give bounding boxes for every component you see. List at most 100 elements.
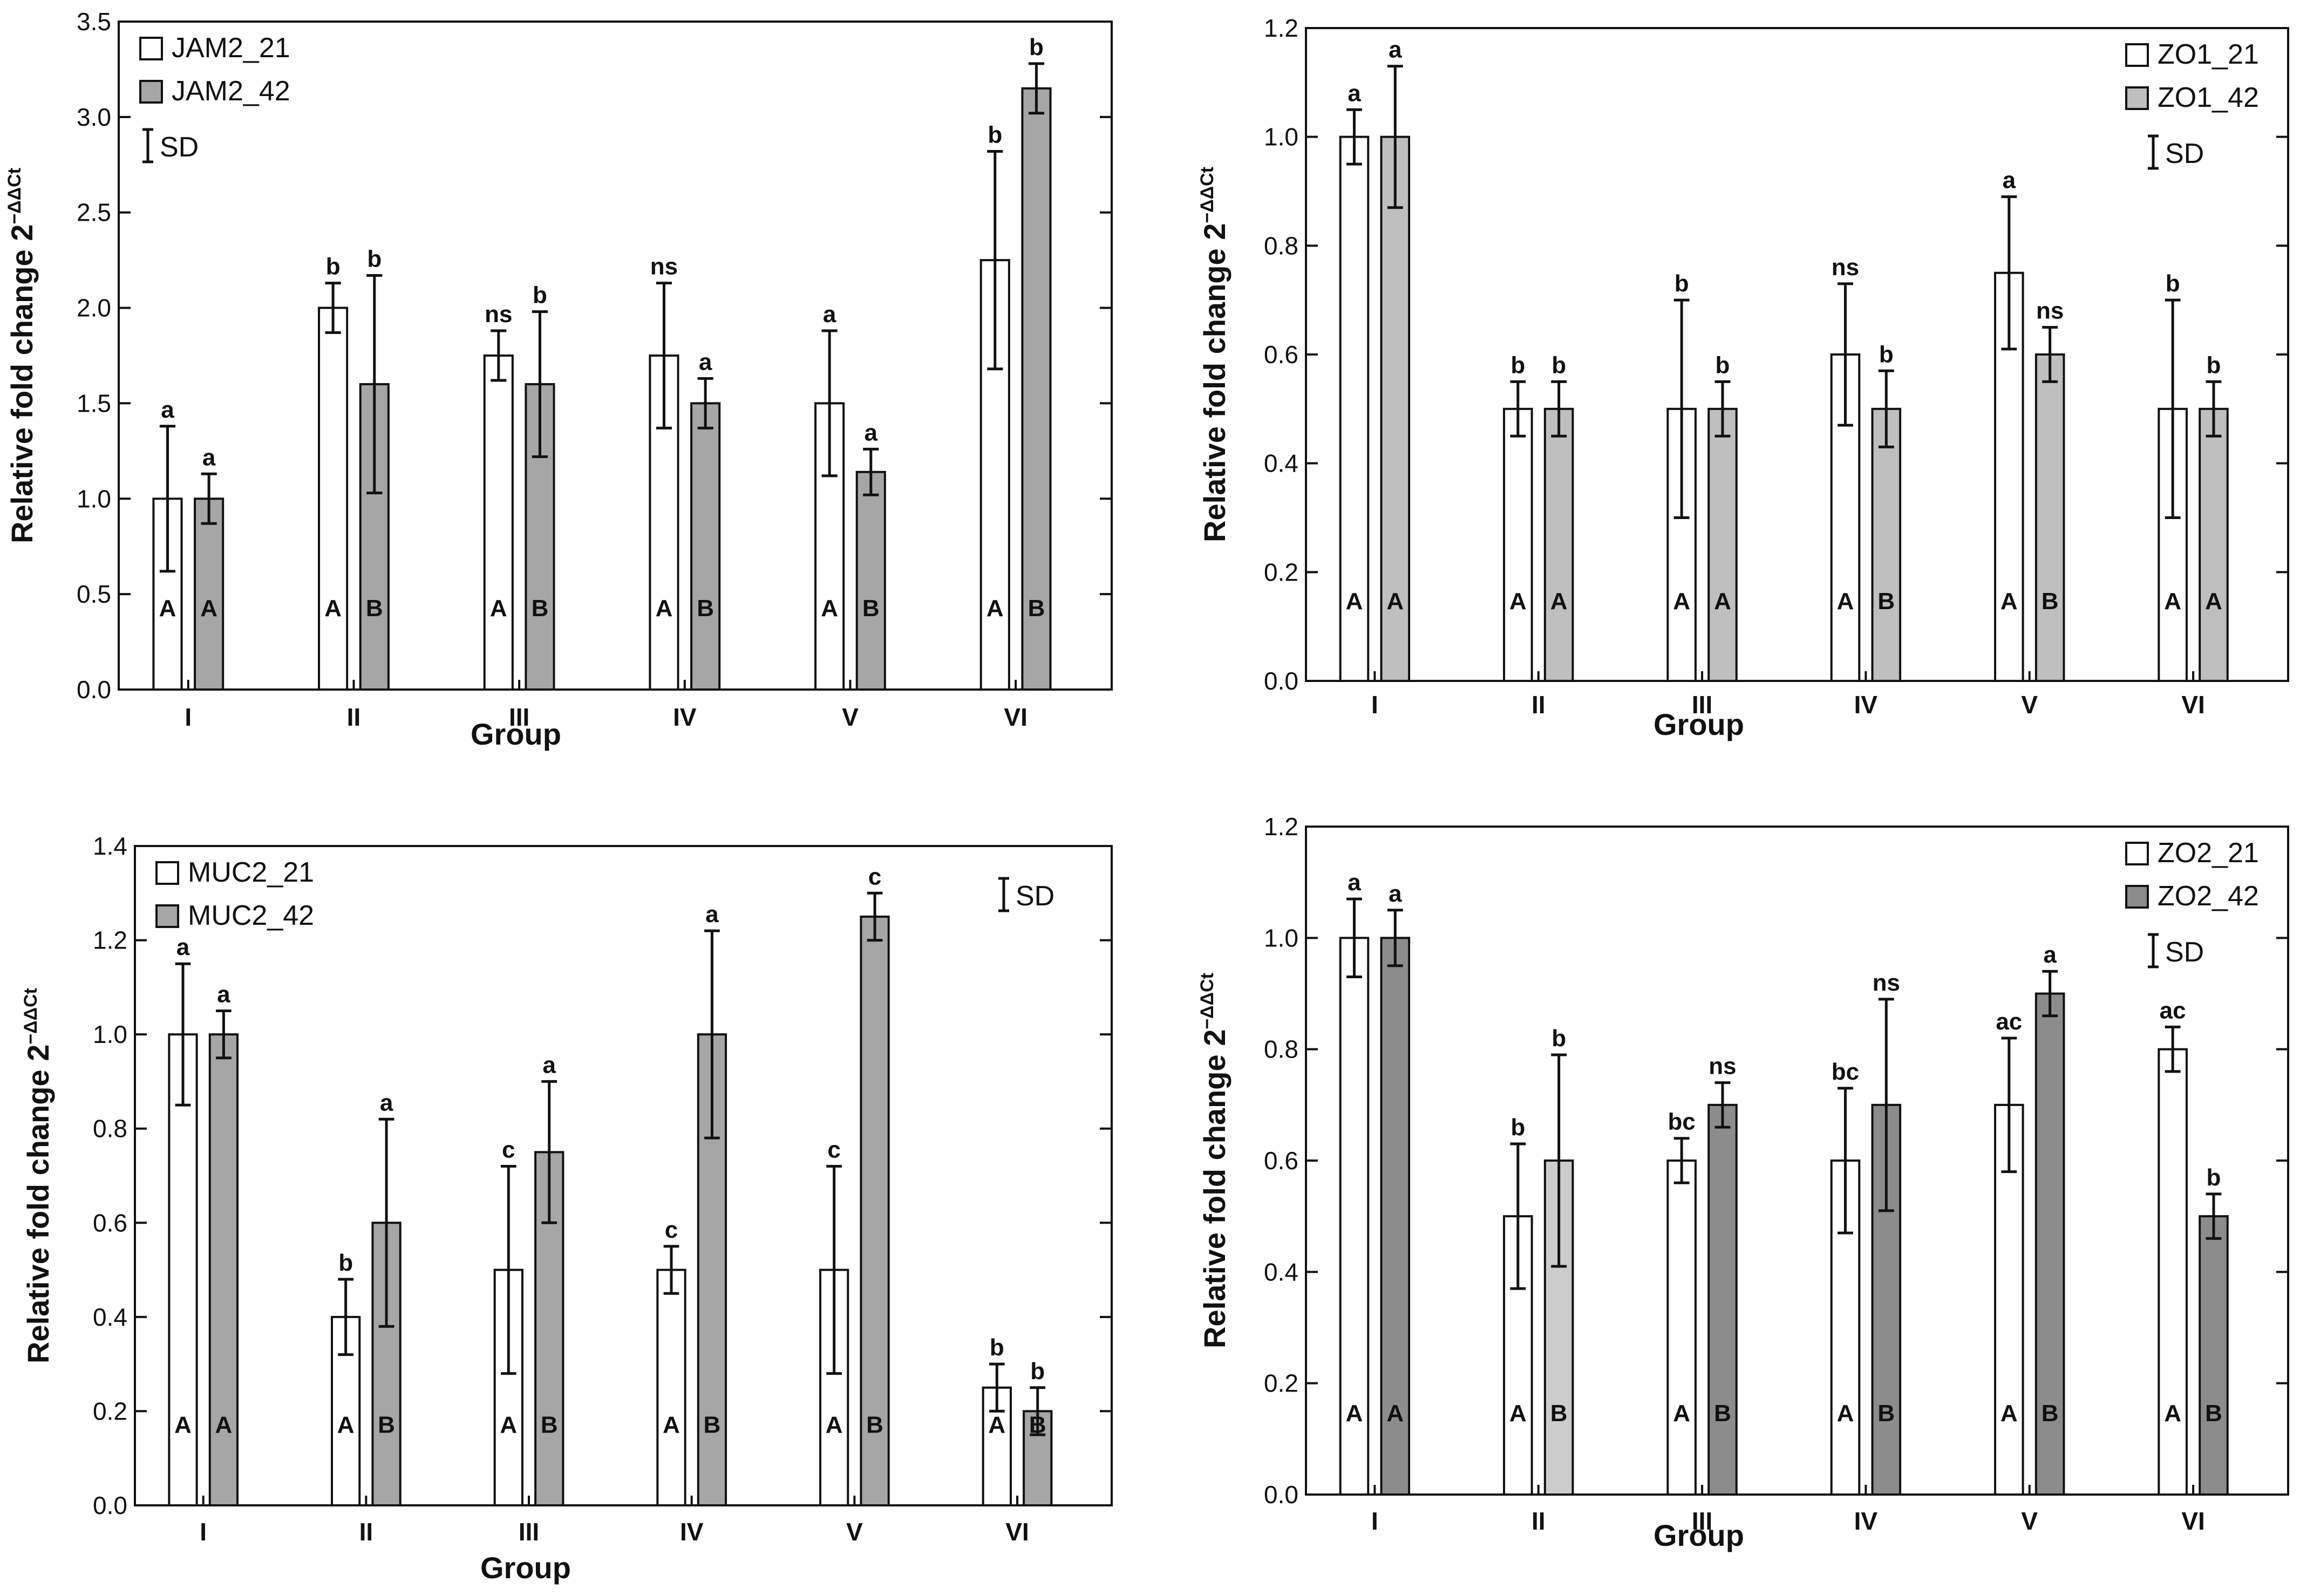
bar-zo1-42-vi xyxy=(2199,407,2229,682)
bar-zo2-21-iii xyxy=(1666,1160,1697,1496)
x-axis-label: Group xyxy=(480,1551,571,1585)
x-category-label: IV xyxy=(1854,1507,1878,1535)
group-letter: A xyxy=(1346,588,1363,615)
bar-zo1-21-iv xyxy=(1830,353,1861,682)
bar-muc2-42-i xyxy=(208,1033,239,1506)
y-tick-label: 0.0 xyxy=(1264,667,1298,695)
significance-letter: ns xyxy=(1873,970,1900,996)
x-axis-label: Group xyxy=(1653,707,1744,741)
x-axis-label: Group xyxy=(1653,1518,1744,1552)
plot-frame xyxy=(118,21,1113,691)
y-tick-label: 0.4 xyxy=(1264,449,1298,478)
plot-frame xyxy=(1305,27,2289,682)
x-category-label: IV xyxy=(673,703,697,731)
significance-letter: b xyxy=(1029,34,1044,60)
bar-zo1-42-ii xyxy=(1543,407,1574,682)
bar-zo2-42-vi xyxy=(2199,1215,2229,1496)
significance-letter: a xyxy=(2043,942,2057,968)
bar-jam2-42-iv xyxy=(690,402,721,691)
x-category-label: III xyxy=(509,703,529,731)
x-category-label: II xyxy=(359,1518,373,1546)
y-tick-label: 0.6 xyxy=(1264,1147,1298,1175)
legend-label: JAM2_42 xyxy=(172,76,290,107)
significance-letter: ac xyxy=(1996,1008,2022,1035)
group-letter: A xyxy=(174,1412,192,1438)
group-letter: B xyxy=(2042,1400,2059,1427)
y-axis-label-superscript: −ΔΔCt xyxy=(1197,973,1217,1029)
group-letter: B xyxy=(2042,588,2059,615)
legend-label: ZO1_42 xyxy=(2158,82,2259,113)
chart-panel-3: 0.0 0.2 0.4 0.6 0.8 1.0 1.2 1.4 Relative fold ch… xyxy=(21,832,1113,1585)
x-category-label: V xyxy=(842,703,859,731)
group-letter: A xyxy=(1837,1400,1854,1427)
plot-frame xyxy=(134,845,1113,1506)
y-tick-label: 0.5 xyxy=(77,580,111,608)
bar-muc2-21-i xyxy=(168,1033,198,1506)
y-tick-label: 1.0 xyxy=(1264,123,1298,151)
group-letter: A xyxy=(656,595,673,622)
legend-swatch xyxy=(139,80,163,104)
significance-letter: b xyxy=(2207,352,2221,378)
y-tick-label: 2.0 xyxy=(77,294,111,322)
sd-label: SD xyxy=(2165,138,2204,169)
y-tick-label: 0.0 xyxy=(1264,1481,1298,1509)
group-letter: A xyxy=(2000,588,2018,615)
significance-letter: b xyxy=(1879,341,1894,367)
legend-swatch xyxy=(139,37,163,60)
x-category-label: II xyxy=(1532,1507,1546,1535)
y-tick-label: 0.8 xyxy=(1264,1035,1298,1063)
group-letter: A xyxy=(490,595,507,622)
group-letter: A xyxy=(826,1412,843,1438)
significance-letter: b xyxy=(1552,352,1566,378)
legend: MUC2_21 MUC2_42 SD xyxy=(155,857,1054,931)
bar-zo1-21-ii xyxy=(1503,407,1533,682)
legend-label: ZO2_42 xyxy=(2158,881,2259,912)
group-letter: B xyxy=(1877,588,1895,615)
y-tick-label: 0.8 xyxy=(1264,231,1298,260)
bar-jam2-21-ii xyxy=(318,306,349,691)
x-category-label: V xyxy=(846,1518,863,1546)
significance-letter: ns xyxy=(1832,254,1859,281)
significance-letter: b xyxy=(1510,352,1525,378)
group-letter: A xyxy=(1346,1400,1363,1427)
significance-letter: b xyxy=(2166,270,2180,297)
y-tick-label: 2.5 xyxy=(77,199,111,227)
significance-letter: c xyxy=(868,863,881,890)
group-letter: A xyxy=(986,595,1004,622)
y-tick-label: 3.5 xyxy=(77,8,111,36)
y-tick-label: 1.4 xyxy=(93,832,127,860)
significance-letter: ac xyxy=(2160,997,2186,1024)
significance-letter: b xyxy=(1716,352,1730,378)
legend-swatch xyxy=(155,861,179,885)
bar-jam2-21-iii xyxy=(483,354,514,691)
bar-muc2-42-v xyxy=(860,915,890,1506)
sd-label: SD xyxy=(2165,937,2204,968)
significance-letter: a xyxy=(1389,881,1402,907)
significance-letter: b xyxy=(1510,1114,1525,1141)
significance-letter: b xyxy=(1552,1025,1566,1052)
group-letter: B xyxy=(378,1412,395,1438)
bar-muc2-21-ii xyxy=(331,1315,361,1507)
group-letter: A xyxy=(2205,588,2222,615)
legend-swatch xyxy=(155,904,179,928)
significance-letter: ns xyxy=(650,254,678,280)
legend: ZO2_21 ZO2_42 SD xyxy=(2125,837,2259,968)
significance-letter: ns xyxy=(2036,298,2064,324)
legend-label: ZO2_21 xyxy=(2158,837,2259,869)
bar-zo1-21-i xyxy=(1339,135,1370,682)
bar-jam2-42-vi xyxy=(1021,87,1052,691)
y-tick-label: 0.2 xyxy=(93,1397,127,1425)
group-letter: A xyxy=(2000,1400,2018,1427)
y-axis-label-main: Relative fold change 2 xyxy=(21,1045,55,1363)
legend-swatch xyxy=(2125,885,2149,909)
significance-letter: a xyxy=(161,397,174,423)
y-tick-label: 0.0 xyxy=(93,1491,127,1519)
group-letter: A xyxy=(215,1412,233,1438)
group-letter: A xyxy=(1673,588,1690,615)
y-axis-label: Relative fold change 2−ΔΔCt xyxy=(1197,973,1231,1348)
chart-panel-1: 0.0 0.5 1.0 1.5 2.0 2.5 3.0 3.5 Relative fold ch… xyxy=(4,8,1113,751)
legend-label: ZO1_21 xyxy=(2158,39,2259,70)
group-letter: A xyxy=(500,1412,517,1438)
group-letter: A xyxy=(337,1412,355,1438)
